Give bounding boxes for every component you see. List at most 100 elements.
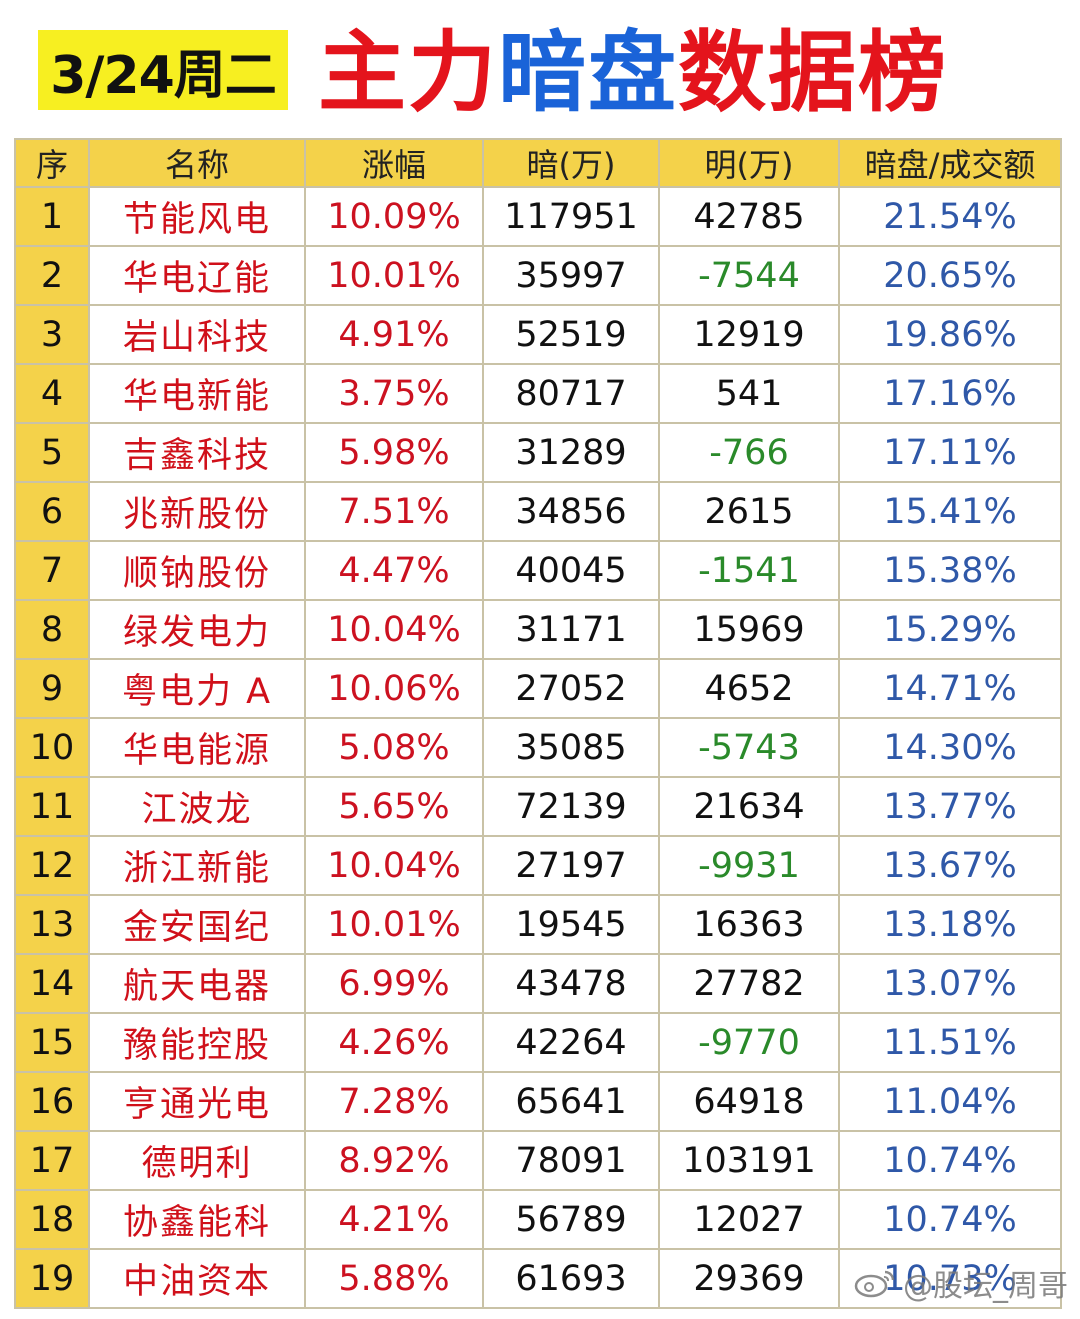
cell-dark-amount: 56789	[482, 1189, 660, 1250]
table-row: 19 中油资本 5.88% 61693 29369 10.73%	[14, 1248, 1062, 1309]
cell-light-amount: -5743	[658, 717, 840, 778]
cell-dark-amount: 117951	[482, 186, 660, 247]
cell-change: 10.01%	[304, 894, 484, 955]
cell-index: 2	[14, 245, 90, 306]
cell-light-amount: 21634	[658, 776, 840, 837]
table-row: 14 航天电器 6.99% 43478 27782 13.07%	[14, 953, 1062, 1014]
cell-ratio: 21.54%	[838, 186, 1062, 247]
cell-dark-amount: 80717	[482, 363, 660, 424]
cell-index: 7	[14, 540, 90, 601]
cell-index: 12	[14, 835, 90, 896]
table-row: 16 亨通光电 7.28% 65641 64918 11.04%	[14, 1071, 1062, 1132]
table-row: 10 华电能源 5.08% 35085 -5743 14.30%	[14, 717, 1062, 778]
cell-index: 18	[14, 1189, 90, 1250]
table-row: 5 吉鑫科技 5.98% 31289 -766 17.11%	[14, 422, 1062, 483]
cell-dark-amount: 72139	[482, 776, 660, 837]
cell-stock-name: 亨通光电	[88, 1071, 306, 1132]
cell-stock-name: 绿发电力	[88, 599, 306, 660]
cell-index: 3	[14, 304, 90, 365]
cell-dark-amount: 52519	[482, 304, 660, 365]
cell-change: 6.99%	[304, 953, 484, 1014]
col-header-change: 涨幅	[304, 138, 484, 188]
cell-stock-name: 华电能源	[88, 717, 306, 778]
cell-index: 16	[14, 1071, 90, 1132]
cell-dark-amount: 34856	[482, 481, 660, 542]
title-part-dark-pool: 暗盘	[498, 21, 679, 124]
cell-light-amount: -9931	[658, 835, 840, 896]
cell-light-amount: 12919	[658, 304, 840, 365]
cell-ratio: 14.30%	[838, 717, 1062, 778]
cell-stock-name: 航天电器	[88, 953, 306, 1014]
cell-index: 10	[14, 717, 90, 778]
cell-stock-name: 粤电力 A	[88, 658, 306, 719]
cell-ratio: 11.04%	[838, 1071, 1062, 1132]
cell-stock-name: 中油资本	[88, 1248, 306, 1309]
table-row: 7 顺钠股份 4.47% 40045 -1541 15.38%	[14, 540, 1062, 601]
cell-index: 5	[14, 422, 90, 483]
cell-dark-amount: 61693	[482, 1248, 660, 1309]
cell-stock-name: 吉鑫科技	[88, 422, 306, 483]
cell-index: 15	[14, 1012, 90, 1073]
cell-change: 10.06%	[304, 658, 484, 719]
cell-change: 7.28%	[304, 1071, 484, 1132]
cell-light-amount: -766	[658, 422, 840, 483]
cell-dark-amount: 19545	[482, 894, 660, 955]
cell-light-amount: 15969	[658, 599, 840, 660]
data-table: 序 名称 涨幅 暗(万) 明(万) 暗盘/成交额 1 节能风电 10.09% 1179…	[14, 138, 1062, 1309]
cell-dark-amount: 31289	[482, 422, 660, 483]
cell-stock-name: 协鑫能科	[88, 1189, 306, 1250]
cell-ratio: 17.16%	[838, 363, 1062, 424]
cell-change: 5.08%	[304, 717, 484, 778]
weibo-icon	[854, 1270, 895, 1298]
cell-light-amount: 16363	[658, 894, 840, 955]
table-row: 2 华电辽能 10.01% 35997 -7544 20.65%	[14, 245, 1062, 306]
cell-index: 6	[14, 481, 90, 542]
cell-change: 4.21%	[304, 1189, 484, 1250]
cell-ratio: 13.67%	[838, 835, 1062, 896]
cell-ratio: 13.07%	[838, 953, 1062, 1014]
table-row: 3 岩山科技 4.91% 52519 12919 19.86%	[14, 304, 1062, 365]
date-badge: 3/24周二	[38, 30, 288, 110]
cell-change: 4.91%	[304, 304, 484, 365]
cell-ratio: 10.74%	[838, 1130, 1062, 1191]
cell-index: 8	[14, 599, 90, 660]
cell-index: 14	[14, 953, 90, 1014]
cell-ratio: 10.73%	[838, 1248, 1062, 1309]
cell-change: 10.09%	[304, 186, 484, 247]
cell-light-amount: 29369	[658, 1248, 840, 1309]
cell-change: 8.92%	[304, 1130, 484, 1191]
cell-stock-name: 华电辽能	[88, 245, 306, 306]
table-row: 6 兆新股份 7.51% 34856 2615 15.41%	[14, 481, 1062, 542]
title-part-main: 主力	[318, 21, 499, 124]
cell-index: 4	[14, 363, 90, 424]
cell-light-amount: 4652	[658, 658, 840, 719]
cell-index: 19	[14, 1248, 90, 1309]
cell-light-amount: 2615	[658, 481, 840, 542]
table-body: 1 节能风电 10.09% 117951 42785 21.54% 2 华电辽能 10.01% 3…	[14, 186, 1062, 1309]
cell-change: 7.51%	[304, 481, 484, 542]
cell-dark-amount: 35997	[482, 245, 660, 306]
cell-stock-name: 德明利	[88, 1130, 306, 1191]
cell-ratio: 19.86%	[838, 304, 1062, 365]
cell-change: 10.04%	[304, 599, 484, 660]
table-row: 17 德明利 8.92% 78091 103191 10.74%	[14, 1130, 1062, 1191]
cell-stock-name: 豫能控股	[88, 1012, 306, 1073]
cell-change: 3.75%	[304, 363, 484, 424]
cell-dark-amount: 31171	[482, 599, 660, 660]
cell-dark-amount: 65641	[482, 1071, 660, 1132]
table-header-row: 序 名称 涨幅 暗(万) 明(万) 暗盘/成交额	[14, 138, 1062, 188]
table-row: 8 绿发电力 10.04% 31171 15969 15.29%	[14, 599, 1062, 660]
cell-ratio: 13.77%	[838, 776, 1062, 837]
cell-index: 11	[14, 776, 90, 837]
header: 3/24周二 主力暗盘数据榜	[0, 0, 1080, 140]
table-row: 9 粤电力 A 10.06% 27052 4652 14.71%	[14, 658, 1062, 719]
watermark: @股坛_周哥	[853, 1261, 1068, 1305]
cell-stock-name: 岩山科技	[88, 304, 306, 365]
table-row: 18 协鑫能科 4.21% 56789 12027 10.74%	[14, 1189, 1062, 1250]
cell-ratio: 13.18%	[838, 894, 1062, 955]
cell-ratio: 14.71%	[838, 658, 1062, 719]
cell-light-amount: 12027	[658, 1189, 840, 1250]
cell-index: 1	[14, 186, 90, 247]
cell-dark-amount: 27197	[482, 835, 660, 896]
table-row: 12 浙江新能 10.04% 27197 -9931 13.67%	[14, 835, 1062, 896]
